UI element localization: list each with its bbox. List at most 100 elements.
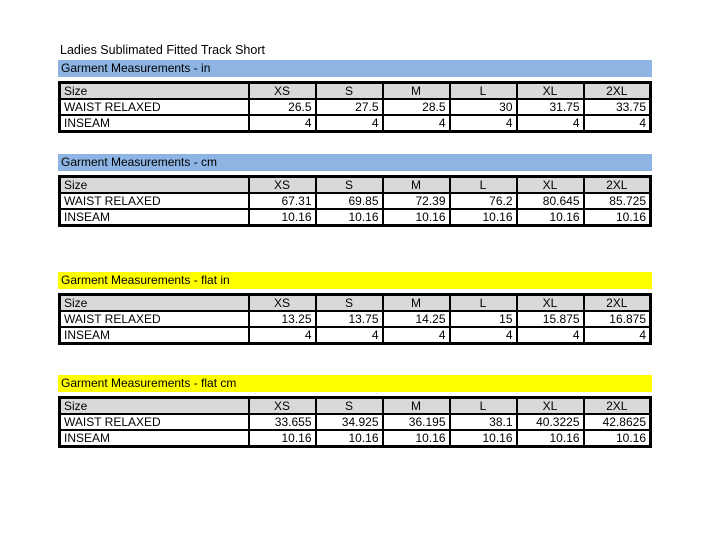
value-cell: 28.5 xyxy=(381,98,451,116)
value-cell: 10.16 xyxy=(381,208,451,227)
size-col-m: M xyxy=(381,175,451,194)
row-label: WAIST RELAXED xyxy=(58,413,250,431)
value-cell: 13.25 xyxy=(247,310,317,328)
size-col-xl: XL xyxy=(515,175,585,194)
size-col-s: S xyxy=(314,293,384,312)
table-banner-flat-cm: Garment Measurements - flat cm xyxy=(58,375,652,392)
value-cell: 10.16 xyxy=(515,208,585,227)
value-cell: 10.16 xyxy=(381,429,451,448)
value-cell: 38.1 xyxy=(448,413,518,431)
section-measurements-flat-in: Garment Measurements - flat in Size XS S… xyxy=(58,272,652,345)
section-measurements-cm: Garment Measurements - cm Size XS S M L … xyxy=(58,154,652,227)
value-cell: 69.85 xyxy=(314,192,384,210)
table-row: INSEAM 4 4 4 4 4 4 xyxy=(58,114,652,133)
section-measurements-flat-cm: Garment Measurements - flat cm Size XS S… xyxy=(58,375,652,448)
size-col-xl: XL xyxy=(515,396,585,415)
value-cell: 4 xyxy=(247,326,317,345)
section-measurements-in: Garment Measurements - in Size XS S M L … xyxy=(58,60,652,133)
row-label: WAIST RELAXED xyxy=(58,310,250,328)
value-cell: 4 xyxy=(448,326,518,345)
size-header-row: Size XS S M L XL 2XL xyxy=(58,293,652,312)
row-label: INSEAM xyxy=(58,326,250,345)
size-col-l: L xyxy=(448,81,518,100)
value-cell: 36.195 xyxy=(381,413,451,431)
size-header-label: Size xyxy=(58,81,250,100)
value-cell: 10.16 xyxy=(582,429,652,448)
table-row: INSEAM 10.16 10.16 10.16 10.16 10.16 10.… xyxy=(58,429,652,448)
size-col-s: S xyxy=(314,396,384,415)
value-cell: 10.16 xyxy=(314,208,384,227)
value-cell: 10.16 xyxy=(247,208,317,227)
size-header-label: Size xyxy=(58,293,250,312)
value-cell: 15 xyxy=(448,310,518,328)
value-cell: 4 xyxy=(448,114,518,133)
value-cell: 30 xyxy=(448,98,518,116)
size-col-m: M xyxy=(381,293,451,312)
value-cell: 4 xyxy=(582,326,652,345)
value-cell: 40.3225 xyxy=(515,413,585,431)
size-header-row: Size XS S M L XL 2XL xyxy=(58,81,652,100)
value-cell: 16.875 xyxy=(582,310,652,328)
row-label: WAIST RELAXED xyxy=(58,192,250,210)
value-cell: 10.16 xyxy=(448,429,518,448)
size-col-s: S xyxy=(314,81,384,100)
value-cell: 67.31 xyxy=(247,192,317,210)
table-row: WAIST RELAXED 26.5 27.5 28.5 30 31.75 33… xyxy=(58,98,652,116)
size-col-xl: XL xyxy=(515,81,585,100)
table-banner-in: Garment Measurements - in xyxy=(58,60,652,77)
size-col-l: L xyxy=(448,396,518,415)
table-banner-cm: Garment Measurements - cm xyxy=(58,154,652,171)
value-cell: 14.25 xyxy=(381,310,451,328)
size-col-m: M xyxy=(381,81,451,100)
value-cell: 42.8625 xyxy=(582,413,652,431)
size-col-2xl: 2XL xyxy=(582,396,652,415)
size-col-l: L xyxy=(448,293,518,312)
size-col-2xl: 2XL xyxy=(582,175,652,194)
size-col-2xl: 2XL xyxy=(582,81,652,100)
size-header-row: Size XS S M L XL 2XL xyxy=(58,175,652,194)
value-cell: 33.75 xyxy=(582,98,652,116)
row-label: INSEAM xyxy=(58,114,250,133)
table-row: WAIST RELAXED 13.25 13.75 14.25 15 15.87… xyxy=(58,310,652,328)
size-col-xs: XS xyxy=(247,293,317,312)
document-title: Ladies Sublimated Fitted Track Short xyxy=(60,43,265,57)
value-cell: 85.725 xyxy=(582,192,652,210)
value-cell: 13.75 xyxy=(314,310,384,328)
value-cell: 4 xyxy=(582,114,652,133)
value-cell: 76.2 xyxy=(448,192,518,210)
size-header-label: Size xyxy=(58,175,250,194)
size-col-xs: XS xyxy=(247,396,317,415)
row-label: INSEAM xyxy=(58,429,250,448)
table-banner-flat-in: Garment Measurements - flat in xyxy=(58,272,652,289)
value-cell: 4 xyxy=(247,114,317,133)
size-col-m: M xyxy=(381,396,451,415)
row-label: INSEAM xyxy=(58,208,250,227)
value-cell: 33.655 xyxy=(247,413,317,431)
value-cell: 10.16 xyxy=(314,429,384,448)
value-cell: 4 xyxy=(515,326,585,345)
value-cell: 10.16 xyxy=(448,208,518,227)
value-cell: 10.16 xyxy=(582,208,652,227)
measurements-flat-cm-table: Size XS S M L XL 2XL WAIST RELAXED 33.65… xyxy=(58,396,652,448)
value-cell: 4 xyxy=(314,114,384,133)
table-row: INSEAM 4 4 4 4 4 4 xyxy=(58,326,652,345)
measurements-flat-in-table: Size XS S M L XL 2XL WAIST RELAXED 13.25… xyxy=(58,293,652,345)
value-cell: 34.925 xyxy=(314,413,384,431)
measurements-cm-table: Size XS S M L XL 2XL WAIST RELAXED 67.31… xyxy=(58,175,652,227)
size-header-row: Size XS S M L XL 2XL xyxy=(58,396,652,415)
value-cell: 10.16 xyxy=(247,429,317,448)
value-cell: 4 xyxy=(314,326,384,345)
size-col-2xl: 2XL xyxy=(582,293,652,312)
value-cell: 4 xyxy=(381,326,451,345)
value-cell: 15.875 xyxy=(515,310,585,328)
value-cell: 72.39 xyxy=(381,192,451,210)
value-cell: 80.645 xyxy=(515,192,585,210)
size-col-xl: XL xyxy=(515,293,585,312)
size-col-l: L xyxy=(448,175,518,194)
table-row: WAIST RELAXED 33.655 34.925 36.195 38.1 … xyxy=(58,413,652,431)
value-cell: 4 xyxy=(515,114,585,133)
table-row: WAIST RELAXED 67.31 69.85 72.39 76.2 80.… xyxy=(58,192,652,210)
size-col-xs: XS xyxy=(247,81,317,100)
size-col-s: S xyxy=(314,175,384,194)
